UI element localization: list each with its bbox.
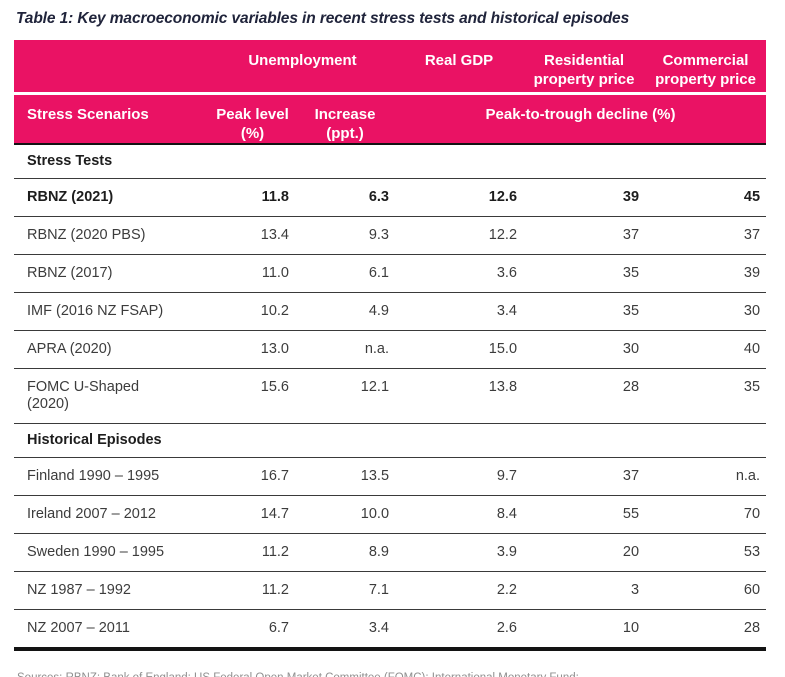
cell-value: 3.6 [395, 254, 524, 293]
cell-value: 39 [523, 178, 646, 217]
cell-value: 11.2 [210, 533, 295, 572]
cell-value: 11.0 [210, 254, 295, 293]
cell-value: 28 [645, 609, 767, 651]
table-row: RBNZ (2021) 11.8 6.3 12.6 39 45 [14, 178, 767, 217]
table-body: Stress Tests RBNZ (2021) 11.8 6.3 12.6 3… [14, 143, 767, 651]
cell-value: 37 [523, 457, 646, 496]
cell-value: 15.6 [210, 368, 295, 424]
row-label: NZ 1987 – 1992 [14, 571, 210, 610]
row-label: Ireland 2007 – 2012 [14, 495, 210, 534]
table-row: Sweden 1990 – 1995 11.2 8.9 3.9 20 53 [14, 533, 767, 572]
table-row: RBNZ (2020 PBS) 13.4 9.3 12.2 37 37 [14, 216, 767, 255]
cell-value: 13.5 [295, 457, 396, 496]
header-residential-property-price: Residential property price [523, 40, 646, 95]
row-label: Finland 1990 – 1995 [14, 457, 210, 496]
cell-value: 35 [645, 368, 767, 424]
cell-value: 35 [523, 254, 646, 293]
header-stress-scenarios: Stress Scenarios [14, 93, 210, 145]
cell-value: 30 [523, 330, 646, 369]
cell-value: 45 [645, 178, 767, 217]
cell-value: 10.0 [295, 495, 396, 534]
row-label: RBNZ (2021) [14, 178, 210, 217]
cell-value: 2.6 [395, 609, 524, 651]
cell-value: 39 [645, 254, 767, 293]
cell-value: 13.4 [210, 216, 295, 255]
header-commercial-property-price: Commercial property price [645, 40, 767, 95]
cell-value: 37 [523, 216, 646, 255]
cell-value: 14.7 [210, 495, 295, 534]
row-label: IMF (2016 NZ FSAP) [14, 292, 210, 331]
cell-value: 6.3 [295, 178, 396, 217]
table-row: NZ 2007 – 2011 6.7 3.4 2.6 10 28 [14, 609, 767, 651]
cell-value: 16.7 [210, 457, 295, 496]
header-sub-row: Stress Scenarios Peak level (%) Increase… [14, 93, 767, 145]
header-scenario-spacer [14, 40, 210, 95]
cell-value: 12.1 [295, 368, 396, 424]
section-label: Historical Episodes [14, 423, 767, 458]
row-label: RBNZ (2020 PBS) [14, 216, 210, 255]
cell-value: 8.9 [295, 533, 396, 572]
cell-value: n.a. [645, 457, 767, 496]
cell-value: 13.8 [395, 368, 524, 424]
cell-value: 4.9 [295, 292, 396, 331]
cell-value: 55 [523, 495, 646, 534]
cell-value: 6.7 [210, 609, 295, 651]
cell-value: 15.0 [395, 330, 524, 369]
cell-value: 11.2 [210, 571, 295, 610]
cell-value: 13.0 [210, 330, 295, 369]
sources-line-1: Sources: RBNZ; Bank of England; US Feder… [17, 669, 766, 677]
cell-value: 3.4 [295, 609, 396, 651]
table-row: Ireland 2007 – 2012 14.7 10.0 8.4 55 70 [14, 495, 767, 534]
cell-value: 60 [645, 571, 767, 610]
cell-value: 53 [645, 533, 767, 572]
cell-value: 9.3 [295, 216, 396, 255]
cell-value: 8.4 [395, 495, 524, 534]
table-row: Finland 1990 – 1995 16.7 13.5 9.7 37 n.a… [14, 457, 767, 496]
header-real-gdp: Real GDP [395, 40, 524, 95]
section-label: Stress Tests [14, 143, 767, 179]
header-group-row: Unemployment Real GDP Residential proper… [14, 40, 767, 95]
cell-value: 12.2 [395, 216, 524, 255]
row-label: APRA (2020) [14, 330, 210, 369]
cell-value: 2.2 [395, 571, 524, 610]
table-title: Table 1: Key macroeconomic variables in … [16, 10, 630, 27]
table-row: APRA (2020) 13.0 n.a. 15.0 30 40 [14, 330, 767, 369]
cell-value: 9.7 [395, 457, 524, 496]
cell-value: 10.2 [210, 292, 295, 331]
cell-value: 20 [523, 533, 646, 572]
table-row: RBNZ (2017) 11.0 6.1 3.6 35 39 [14, 254, 767, 293]
table-row: IMF (2016 NZ FSAP) 10.2 4.9 3.4 35 30 [14, 292, 767, 331]
cell-value: 3 [523, 571, 646, 610]
header-unemployment: Unemployment [210, 40, 396, 95]
header-peak-to-trough: Peak-to-trough decline (%) [395, 93, 767, 145]
cell-value: 10 [523, 609, 646, 651]
row-label: Sweden 1990 – 1995 [14, 533, 210, 572]
sources-note: Sources: RBNZ; Bank of England; US Feder… [17, 669, 766, 677]
cell-value: 37 [645, 216, 767, 255]
cell-value: 35 [523, 292, 646, 331]
cell-value: 12.6 [395, 178, 524, 217]
header-increase: Increase (ppt.) [295, 93, 396, 145]
cell-value: n.a. [295, 330, 396, 369]
cell-value: 40 [645, 330, 767, 369]
cell-value: 11.8 [210, 178, 295, 217]
header-peak-level: Peak level (%) [210, 93, 295, 145]
row-label: FOMC U-Shaped (2020) [14, 368, 210, 424]
cell-value: 28 [523, 368, 646, 424]
table-row: FOMC U-Shaped (2020) 15.6 12.1 13.8 28 3… [14, 368, 767, 424]
cell-value: 70 [645, 495, 767, 534]
row-label: RBNZ (2017) [14, 254, 210, 293]
cell-value: 7.1 [295, 571, 396, 610]
row-label: NZ 2007 – 2011 [14, 609, 210, 651]
section-row-historical-episodes: Historical Episodes [14, 423, 767, 458]
cell-value: 6.1 [295, 254, 396, 293]
stress-test-table: Unemployment Real GDP Residential proper… [14, 40, 767, 651]
cell-value: 3.9 [395, 533, 524, 572]
section-row-stress-tests: Stress Tests [14, 143, 767, 179]
table-header: Unemployment Real GDP Residential proper… [14, 40, 767, 145]
cell-value: 3.4 [395, 292, 524, 331]
table-row: NZ 1987 – 1992 11.2 7.1 2.2 3 60 [14, 571, 767, 610]
cell-value: 30 [645, 292, 767, 331]
